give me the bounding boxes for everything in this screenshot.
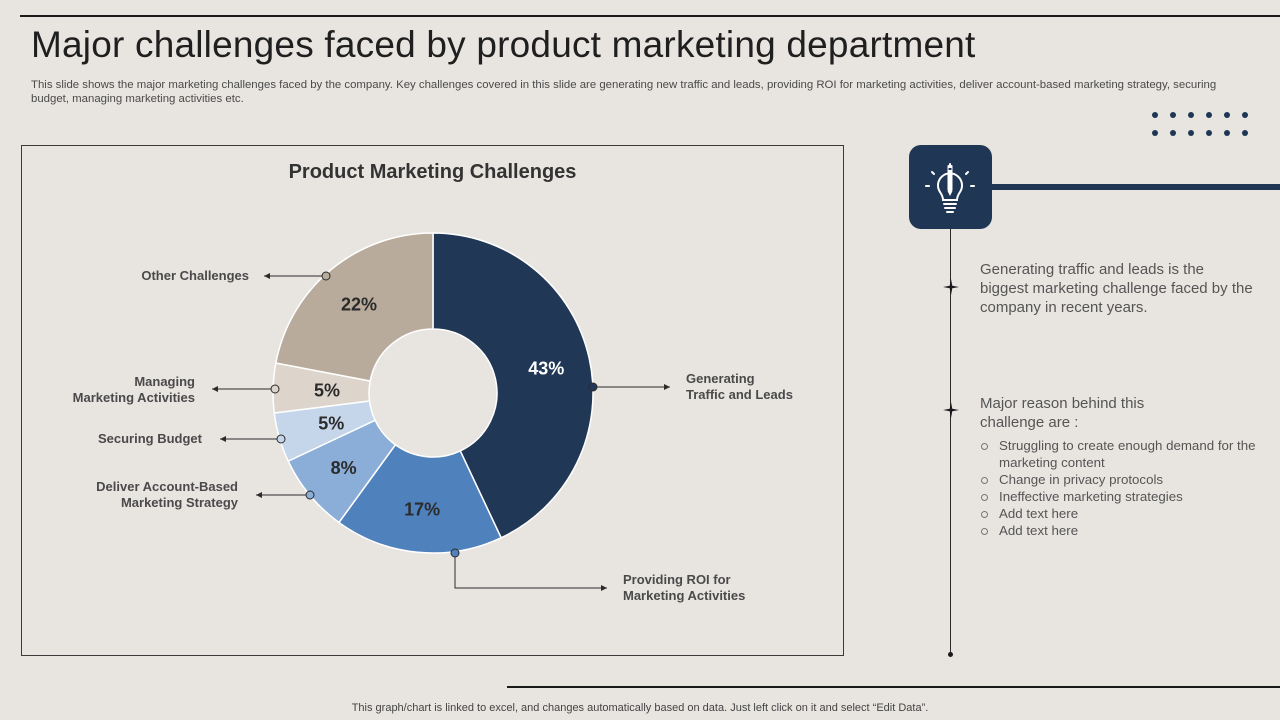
category-label: Managing Marketing Activities [72, 374, 195, 405]
arrowhead [220, 436, 226, 442]
slice-value-label: 43% [528, 359, 564, 379]
bullet-icon [981, 443, 988, 450]
leader-line [454, 553, 607, 589]
category-label: Other Challenges [141, 268, 249, 283]
slice-value-label: 5% [318, 414, 344, 434]
sparkle-icon [943, 402, 959, 418]
leader-dot [305, 490, 315, 500]
list-item: Struggling to create enough demand for t… [980, 438, 1265, 471]
reasons-list: Struggling to create enough demand for t… [980, 438, 1265, 540]
donut-chart[interactable]: 43% 17% 8% 5% 5% 22% [22, 146, 843, 655]
bullet-icon [981, 493, 988, 501]
leader-dot [450, 548, 460, 558]
slice-value-label: 22% [341, 295, 377, 315]
timeline-end-dot [948, 652, 953, 657]
donut-slice[interactable] [274, 232, 434, 382]
bullet-icon [981, 510, 988, 518]
arrowhead [664, 384, 670, 390]
list-item: Change in privacy protocols [980, 472, 1265, 489]
arrowhead [212, 386, 218, 392]
arrowhead [264, 273, 270, 279]
slide-description: This slide shows the major marketing cha… [31, 79, 1217, 105]
reasons-heading: Major reason behind this challenge are : [980, 395, 1145, 431]
category-label: Generating Traffic and Leads [686, 371, 793, 402]
category-label: Securing Budget [97, 431, 202, 446]
donut-slice[interactable] [432, 232, 594, 539]
bottom-rule [507, 686, 1280, 688]
page-title: Major challenges faced by product market… [31, 24, 976, 65]
chart-panel[interactable]: Product Marketing Challenges 43% 17% 8% 5% 5… [21, 145, 844, 656]
category-label: Deliver Account-Based Marketing Strategy [96, 479, 238, 510]
bullet-icon [981, 476, 988, 484]
list-item: Add text here [980, 523, 1265, 540]
slice-value-label: 17% [404, 499, 440, 519]
chart-title: Product Marketing Challenges [288, 161, 577, 183]
arrowhead [601, 585, 607, 591]
bullet-icon [981, 527, 988, 535]
accent-bar [990, 184, 1280, 190]
sparkle-icon [943, 279, 959, 295]
insight-icon-tile [909, 145, 992, 229]
arrowhead [256, 492, 262, 498]
decorative-dots [1152, 110, 1252, 140]
key-insight-text: Generating traffic and leads is the bigg… [980, 261, 1253, 316]
category-label: Providing ROI for Marketing Activities [623, 572, 746, 603]
leader-dot [588, 382, 598, 392]
slice-value-label: 5% [314, 381, 340, 401]
list-item: Ineffective marketing strategies [980, 489, 1265, 506]
slice-value-label: 8% [331, 458, 357, 478]
list-item: Add text here [980, 506, 1265, 523]
leader-dot [276, 434, 286, 444]
leader-dot [270, 384, 280, 394]
lightbulb-pencil-icon [925, 163, 975, 213]
footer-note: This graph/chart is linked to excel, and… [351, 702, 929, 714]
timeline-line [950, 229, 951, 654]
top-rule [20, 15, 1280, 17]
leader-dot [321, 271, 331, 281]
